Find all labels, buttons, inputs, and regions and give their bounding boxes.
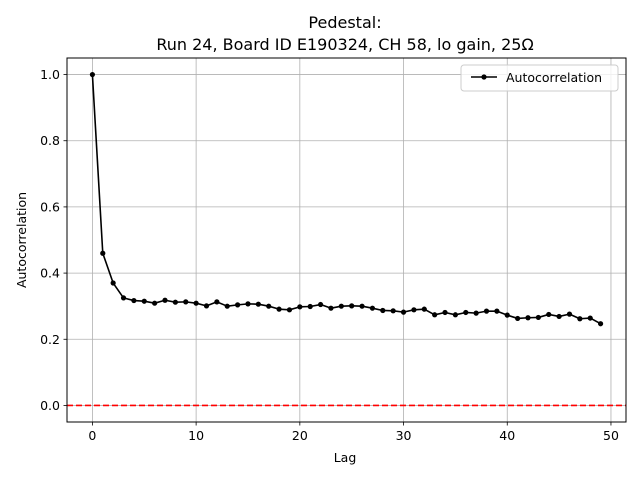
data-point	[235, 302, 241, 308]
data-point	[587, 315, 593, 321]
data-point	[515, 315, 521, 322]
data-point	[597, 321, 604, 327]
data-point	[338, 303, 344, 309]
data-point	[172, 299, 178, 305]
series-line	[91, 74, 601, 325]
data-point	[390, 308, 396, 314]
data-point	[286, 307, 293, 313]
y-tick-label: 0.2	[40, 332, 60, 347]
data-point	[100, 250, 106, 256]
grid-lines	[67, 58, 626, 422]
data-point	[110, 280, 116, 286]
data-point	[214, 299, 220, 305]
chart-title-line1: Pedestal:	[308, 13, 381, 32]
data-point	[183, 299, 189, 305]
data-point	[380, 307, 386, 314]
data-point	[276, 306, 282, 312]
data-point	[535, 314, 541, 321]
series-group	[89, 71, 604, 327]
data-point	[504, 312, 510, 318]
data-point	[411, 307, 417, 313]
data-point	[328, 305, 334, 311]
data-point	[266, 303, 272, 309]
data-point	[432, 312, 438, 318]
legend-box	[460, 64, 619, 92]
data-point	[245, 301, 251, 307]
data-point	[152, 300, 158, 306]
data-point	[203, 303, 210, 309]
data-point	[162, 297, 168, 303]
data-point	[193, 300, 199, 306]
data-point	[546, 311, 552, 318]
y-tick-label: 0.4	[40, 266, 60, 281]
y-tick-label: 1.0	[40, 67, 60, 82]
data-point	[307, 303, 313, 310]
data-point	[224, 303, 230, 309]
x-tick-label: 20	[292, 428, 308, 443]
data-point	[442, 309, 448, 316]
data-point	[494, 308, 500, 314]
data-point	[120, 295, 127, 301]
data-point	[525, 315, 531, 321]
y-tick-label: 0.6	[40, 199, 60, 214]
y-axis-label: Autocorrelation	[14, 192, 29, 288]
data-point	[89, 71, 96, 78]
data-point	[317, 301, 324, 308]
data-point	[577, 316, 583, 322]
x-tick-label: 0	[88, 428, 96, 443]
data-point	[359, 303, 365, 309]
data-point	[452, 312, 458, 318]
legend-label: Autocorrelation	[506, 70, 602, 85]
y-tick-label: 0.0	[40, 398, 60, 413]
x-axis-ticks: 0 10 20 30 40 50	[88, 422, 619, 443]
data-point	[421, 306, 427, 312]
plot-area-frame	[66, 57, 627, 423]
x-tick-label: 30	[396, 428, 412, 443]
data-point	[349, 303, 355, 309]
data-point	[473, 310, 479, 316]
chart-title-line2: Run 24, Board ID E190324, CH 58, lo gain…	[156, 35, 533, 54]
y-axis-ticks: 0.0 0.2 0.4 0.6 0.8 1.0	[40, 67, 67, 413]
data-point	[556, 313, 562, 320]
data-point	[566, 311, 573, 317]
x-tick-label: 10	[188, 428, 204, 443]
legend-marker-swatch	[481, 74, 487, 80]
data-point	[255, 301, 261, 307]
data-point	[141, 298, 147, 304]
data-point	[463, 309, 469, 316]
data-point	[131, 297, 137, 304]
data-point	[369, 305, 376, 311]
x-axis-label: Lag	[334, 450, 357, 465]
legend: Autocorrelation	[460, 64, 619, 92]
data-point	[483, 308, 490, 314]
y-tick-label: 0.8	[40, 133, 60, 148]
data-point	[297, 304, 303, 310]
data-point	[400, 309, 407, 315]
x-tick-label: 50	[603, 428, 619, 443]
x-tick-label: 40	[499, 428, 515, 443]
